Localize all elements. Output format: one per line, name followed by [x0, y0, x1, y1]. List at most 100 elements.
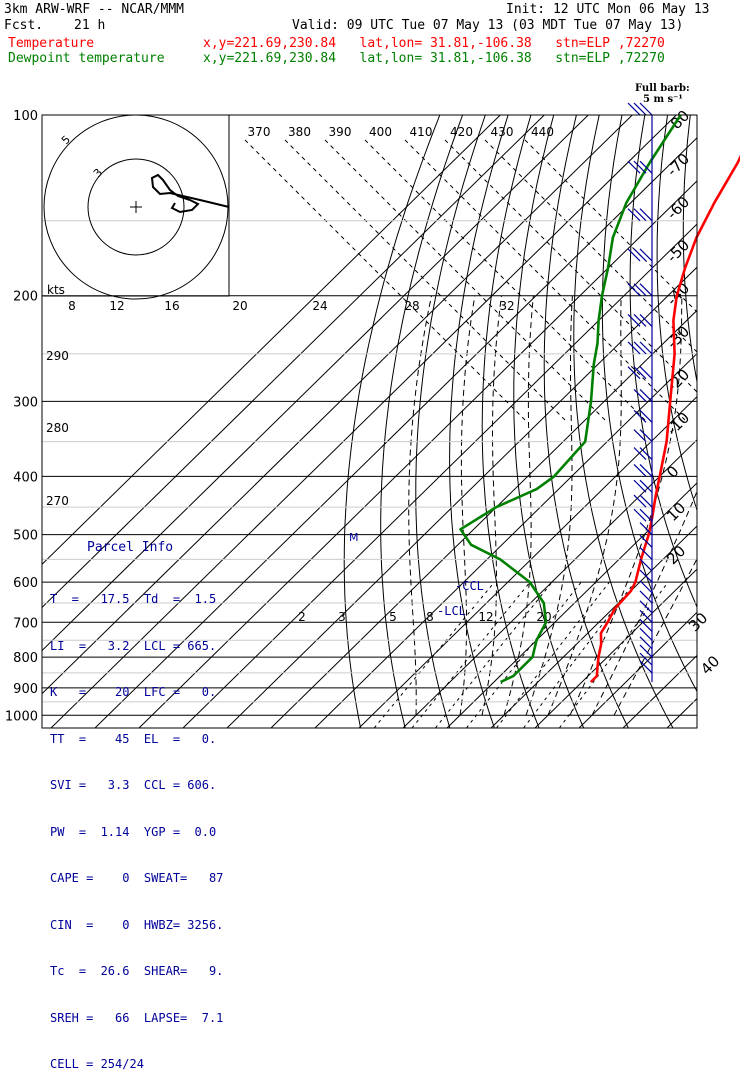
wind-barb	[640, 367, 652, 379]
isotherm-label: -60	[663, 193, 693, 223]
theta-e-line	[405, 140, 685, 420]
parcel-row: CAPE = 0 SWEAT= 87	[50, 871, 223, 887]
dry-adiabat	[602, 115, 717, 728]
wind-barb	[634, 342, 646, 354]
theta-e-label: 390	[329, 125, 352, 139]
theta-label: 280	[46, 421, 69, 435]
wind-barb	[640, 284, 652, 296]
wind-barb	[628, 342, 640, 354]
theta-e-label: 440	[531, 125, 554, 139]
pressure-tick-label: 300	[13, 395, 38, 410]
parcel-info-table: T = 17.5 Td = 1.5 LI = 3.2 LCL = 665. K …	[50, 561, 223, 1088]
isotherm-line	[183, 115, 740, 728]
dry-adiabat	[514, 115, 584, 728]
wind-barb	[634, 480, 646, 492]
dry-adiabat	[344, 115, 440, 728]
hodograph-trace	[152, 175, 229, 212]
pressure-tick-label: 1000	[5, 709, 38, 724]
pressure-tick-label: 900	[13, 682, 38, 697]
temperature-profile	[591, 115, 740, 682]
wind-barb	[640, 209, 652, 221]
hodograph-speed-label: 16	[164, 299, 179, 313]
isotherm-label: 0	[663, 462, 682, 481]
isotherm-label: 40	[697, 652, 723, 678]
mixing-ratio-label: 12	[478, 610, 493, 624]
parcel-row: CIN = 0 HWBZ= 3256.	[50, 918, 223, 934]
hodograph-speed-label: 32	[499, 299, 514, 313]
moist-adiabat	[548, 296, 621, 716]
mixing-ratio-label: 2	[298, 610, 306, 624]
parcel-row: T = 17.5 Td = 1.5	[50, 592, 223, 608]
wind-barb	[640, 314, 652, 326]
parcel-row: LI = 3.2 LCL = 665.	[50, 639, 223, 655]
parcel-row: PW = 1.14 YGP = 0.0	[50, 825, 223, 841]
barb-legend-line2: 5 m s⁻¹	[643, 95, 683, 105]
theta-e-label: 410	[410, 125, 433, 139]
wind-barb	[634, 464, 646, 476]
hodograph-speed-label: 20	[232, 299, 247, 313]
theta-e-line	[525, 140, 740, 420]
pressure-tick-label: 800	[13, 651, 38, 666]
hodograph-speed-label: 12	[109, 299, 124, 313]
profiles	[461, 115, 740, 682]
wind-barb	[634, 314, 646, 326]
theta-e-label: 380	[288, 125, 311, 139]
wind-barb	[628, 314, 640, 326]
wind-barb	[640, 448, 652, 460]
hodograph-ring-label-inner: 3	[91, 166, 105, 180]
wind-barb	[640, 559, 652, 571]
pressure-tick-label: 500	[13, 529, 38, 544]
parcel-row: SVI = 3.3 CCL = 606.	[50, 778, 223, 794]
isotherm-label: 10	[663, 499, 689, 525]
wind-barb	[628, 249, 640, 261]
wind-barb	[628, 103, 640, 115]
dry-adiabat	[450, 115, 509, 728]
theta-e-label: 370	[248, 125, 271, 139]
parcel-row: K = 20 LFC = 0.	[50, 685, 223, 701]
isotherm-line	[579, 115, 740, 728]
pressure-tick-label: 700	[13, 616, 38, 631]
wind-barb	[634, 509, 646, 521]
moist-adiabat	[504, 296, 533, 716]
wind-barb	[634, 448, 646, 460]
dry-adiabat	[734, 115, 740, 728]
wind-barb	[640, 509, 652, 521]
isotherm-label: 30	[685, 609, 711, 635]
pressure-tick-label: 200	[13, 290, 38, 305]
parcel-row: Tc = 26.6 SHEAR= 9.	[50, 964, 223, 980]
wind-barbs	[628, 103, 652, 682]
isotherm-label: 20	[663, 542, 689, 568]
wind-barb	[640, 342, 652, 354]
parcel-row: CELL = 254/24	[50, 1057, 223, 1073]
pressure-tick-label: 400	[13, 470, 38, 485]
dry-adiabat	[544, 115, 628, 728]
hodograph-speed-label: 28	[404, 299, 419, 313]
parcel-row: TT = 45 EL = 0.	[50, 732, 223, 748]
wind-barb	[640, 430, 652, 442]
theta-e-label: 420	[450, 125, 473, 139]
isotherm-label: -70	[663, 150, 693, 180]
hodograph-units: kts	[47, 283, 65, 297]
pressure-tick-label: 100	[13, 109, 38, 124]
wind-barb	[634, 495, 646, 507]
wind-barb	[628, 209, 640, 221]
parcel-row: SREH = 66 LAPSE= 7.1	[50, 1011, 223, 1027]
mark-lcl: -LCL	[437, 604, 466, 618]
moist-adiabat	[592, 296, 740, 716]
mixing-ratio-line	[374, 582, 494, 728]
theta-label: 270	[46, 494, 69, 508]
wind-barb	[634, 161, 646, 173]
theta-label: 290	[46, 349, 69, 363]
barb-legend-line1: Full barb:	[635, 84, 690, 94]
mark-ccl: -CCL	[455, 579, 484, 593]
theta-e-label: 400	[369, 125, 392, 139]
wind-barb	[640, 495, 652, 507]
wind-barb	[634, 389, 646, 401]
hodograph-ring-label-outer: 5	[59, 133, 73, 147]
dry-adiabat	[482, 115, 539, 728]
wind-barb	[634, 209, 646, 221]
mark-m: M	[349, 531, 359, 544]
theta-e-line	[285, 140, 565, 420]
pressure-tick-label: 600	[13, 576, 38, 591]
parcel-info-title: Parcel Info	[87, 540, 173, 556]
